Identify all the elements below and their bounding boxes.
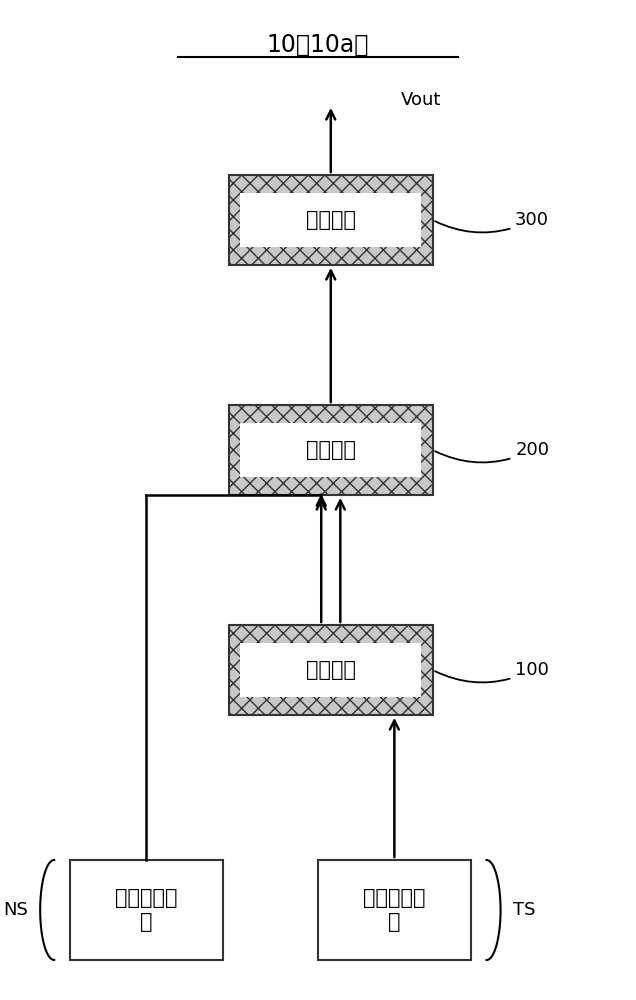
Bar <box>318 860 471 960</box>
Bar <box>229 405 432 495</box>
Text: TS: TS <box>513 901 536 919</box>
Text: Vout: Vout <box>401 91 441 109</box>
Text: 200: 200 <box>435 441 549 462</box>
Text: 300: 300 <box>435 211 549 232</box>
Text: 100: 100 <box>435 661 549 682</box>
Text: 基准电压信
号: 基准电压信 号 <box>115 888 177 932</box>
Text: 选通模块: 选通模块 <box>306 660 356 680</box>
Text: 传输模块: 传输模块 <box>306 210 356 230</box>
Text: 待测电压信
号: 待测电压信 号 <box>363 888 425 932</box>
Bar <box>240 193 421 247</box>
Bar <box>240 643 421 697</box>
Bar <box>229 175 432 265</box>
Bar <box>240 423 421 477</box>
Text: 运算模块: 运算模块 <box>306 440 356 460</box>
Bar <box>229 625 432 715</box>
Text: NS: NS <box>4 901 29 919</box>
Text: 10（10a）: 10（10a） <box>267 33 370 57</box>
Bar <box>70 860 223 960</box>
